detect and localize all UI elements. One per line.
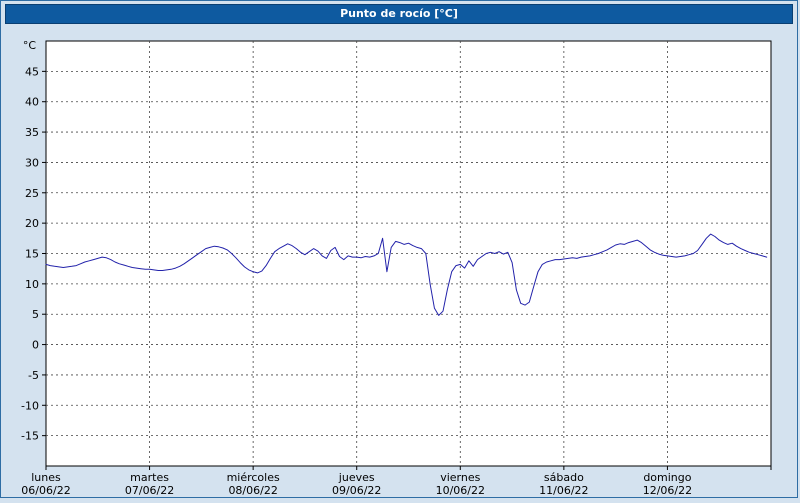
y-tick-label: 40	[25, 96, 39, 109]
x-day-name-label: jueves	[338, 471, 375, 484]
x-day-name-label: domingo	[643, 471, 691, 484]
x-day-name-label: miércoles	[227, 471, 280, 484]
y-tick-label: 35	[25, 126, 39, 139]
x-day-name-label: martes	[130, 471, 169, 484]
y-tick-label: 25	[25, 187, 39, 200]
x-day-name-label: sábado	[544, 471, 584, 484]
x-day-name-label: lunes	[31, 471, 61, 484]
title-bar: Punto de rocío [°C]	[5, 4, 793, 24]
y-tick-label: 30	[25, 156, 39, 169]
dew-point-series	[45, 233, 768, 316]
y-tick-label: 45	[25, 65, 39, 78]
x-day-date-label: 08/06/22	[228, 484, 277, 497]
x-day-date-label: 12/06/22	[643, 484, 692, 497]
y-tick-label: 20	[25, 217, 39, 230]
x-day-name-label: viernes	[440, 471, 480, 484]
y-tick-label: 0	[32, 339, 39, 352]
y-tick-label: -15	[21, 430, 39, 443]
y-tick-label: 5	[32, 308, 39, 321]
x-day-date-label: 10/06/22	[436, 484, 485, 497]
y-tick-label: -5	[28, 369, 39, 382]
chart-title: Punto de rocío [°C]	[340, 7, 458, 20]
y-tick-label: -10	[21, 399, 39, 412]
y-tick-label: 10	[25, 278, 39, 291]
y-tick-label: 15	[25, 248, 39, 261]
x-day-date-label: 09/06/22	[332, 484, 381, 497]
y-axis-unit-label: °C	[23, 39, 37, 52]
x-day-date-label: 11/06/22	[539, 484, 588, 497]
x-day-date-label: 07/06/22	[125, 484, 174, 497]
x-day-date-label: 06/06/22	[21, 484, 70, 497]
